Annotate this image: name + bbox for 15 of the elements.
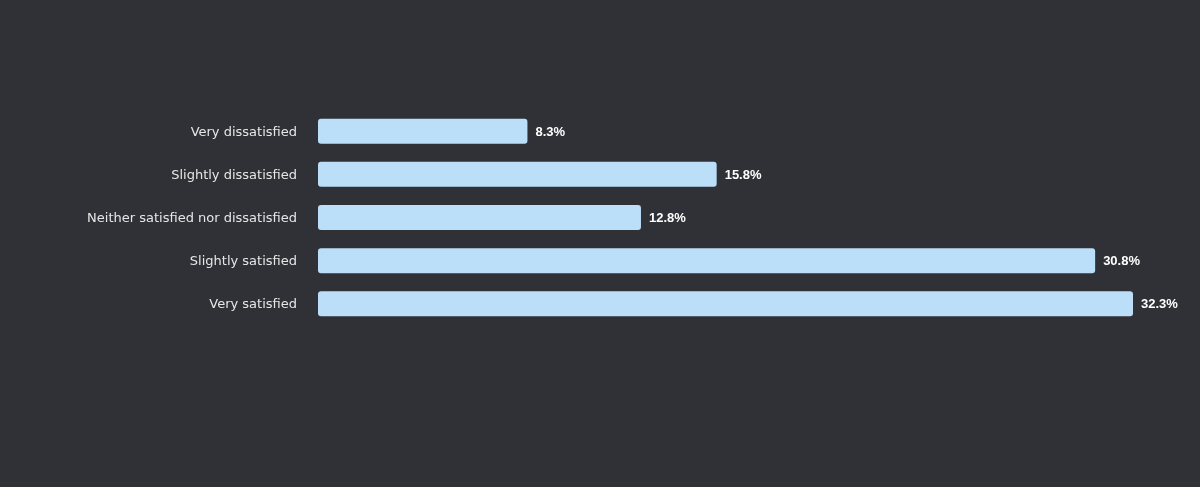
data-label: 30.8% xyxy=(1103,253,1141,269)
data-label: 15.8% xyxy=(724,166,762,182)
y-tick-label: Slightly dissatisfied xyxy=(171,166,297,182)
data-label: 8.3% xyxy=(535,123,566,139)
bar xyxy=(318,161,717,187)
bar xyxy=(318,248,1096,274)
bar xyxy=(318,204,641,231)
bar xyxy=(318,118,528,144)
data-label: 32.3% xyxy=(1141,296,1179,312)
y-tick-label: Slightly satisfied xyxy=(189,253,297,269)
bar xyxy=(318,291,1133,317)
y-tick-label: Very satisfied xyxy=(209,296,297,312)
y-tick-label: Neither satisfied nor dissatisfied xyxy=(87,210,297,226)
y-tick-label: Very dissatisfied xyxy=(190,123,297,139)
data-label: 12.8% xyxy=(648,210,687,226)
